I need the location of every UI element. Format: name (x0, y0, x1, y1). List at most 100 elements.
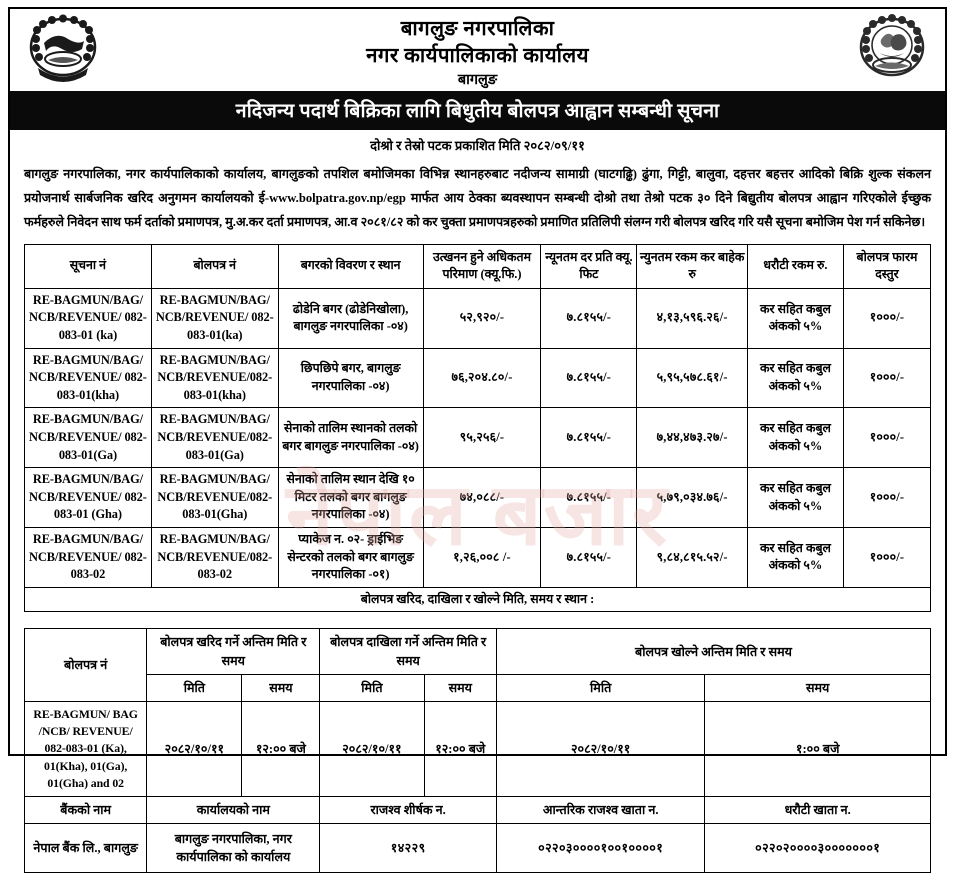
bank-header-row: बैंकको नाम कार्यालयको नाम राजश्व शीर्षक … (23, 795, 931, 824)
sub-open-date: मिति (495, 673, 706, 703)
paragraph-part-3: पटक ३० दिने बिद्युतीय बोलपत्र आह्वान गरि… (24, 191, 931, 230)
cell-min-amount: ५,७९,०३४.७६/- (636, 467, 748, 529)
letterhead-text: बागलुङ नगरपालिका नगर कार्यपालिकाको कार्य… (102, 13, 853, 91)
cell-form-fee: १०००/- (842, 467, 932, 529)
sched-col-open: बोलपत्र खोल्ने अन्तिम मिति र समय (495, 628, 932, 675)
table-row: RE-BAGMUN/BAG/ NCB/REVENUE/ 082-083-01(G… (24, 407, 932, 469)
col-quantity: उत्खनन हुने अधिकतम परिमाण (क्यू.फि.) (422, 243, 542, 289)
open-time-value: १:०० बजे (704, 701, 931, 797)
cell-description: सेनाको तालिम स्थानको तलको बगर बागलुङ नगर… (277, 407, 424, 469)
bank-values-row: नेपाल बैंक लि., बागलुङ बागलुङ नगरपालिका,… (23, 822, 931, 873)
purchase-date-value: २०८२/१०/११ (146, 701, 243, 797)
bank-col-revenue-head: राजश्व शीर्षक न. (319, 795, 497, 824)
nepal-government-emblem-icon (853, 13, 931, 87)
cell-description: सेनाको तालिम स्थान देखि १० मिटर तलको बगर… (277, 467, 424, 529)
cell-bid-no: RE-BAGMUN/BAG/ NCB/REVENUE/082- 083-01(G… (150, 467, 279, 529)
office-name-value: बागलुङ नगरपालिका, नगर कार्यपालिका को कार… (146, 822, 321, 873)
table-row: RE-BAGMUN/BAG/ NCB/REVENUE/ 082-083-01 (… (24, 287, 932, 349)
col-min-amount: न्युनतम रकम कर बाहेक रु (636, 243, 748, 289)
sub-purchase-date: मिति (146, 673, 243, 703)
cell-notice-no: RE-BAGMUN/BAG/ NCB/REVENUE/ 082-083-01(k… (24, 347, 152, 409)
schedule-band-label: बोलपत्र खरिद, दाखिला र खोल्ने मिति, समय … (24, 586, 931, 613)
eprocurement-url[interactable]: www.bolpatra.gov.np/egp (269, 191, 406, 206)
main-table-wrapper: सूचना नं बोलपत्र नं बगरको विवरण र स्थान … (10, 237, 945, 613)
cell-form-fee: १०००/- (842, 347, 932, 409)
cell-min-rate: ७.८१५५/- (540, 527, 638, 588)
cell-quantity: ७६,२०४.८०/- (422, 347, 542, 409)
col-notice-no: सूचना नं (24, 243, 152, 289)
cell-quantity: ५२,९२०/- (422, 287, 542, 349)
municipality-name: बागलुङ नगरपालिका (400, 18, 555, 40)
schedule-header-row: बोलपत्र नं बोलपत्र खरिद गर्ने अन्तिम मित… (23, 628, 932, 703)
paragraph-bold-phrase: दोश्रो तथा तेश्रो (594, 191, 665, 206)
schedule-values-row: RE-BAGMUN/ BAG /NCB/ REVENUE/ 082-083-01… (23, 701, 931, 797)
open-date-value: २०८२/१०/११ (495, 701, 706, 797)
sub-purchase-time: समय (241, 673, 321, 703)
schedule-band-row: बोलपत्र खरिद, दाखिला र खोल्ने मिति, समय … (24, 586, 931, 613)
col-description: बगरको विवरण र स्थान (277, 243, 424, 289)
cell-bid-no: RE-BAGMUN/BAG/ NCB/REVENUE/ 082-083-01(k… (150, 287, 279, 349)
cell-description: छिपछिपे बगर, बागलुङ नगरपालिका -०४) (277, 347, 424, 409)
cell-notice-no: RE-BAGMUN/BAG/ NCB/REVENUE/ 082-083-02 (24, 527, 152, 588)
cell-quantity: १,२६,००८ /- (422, 527, 542, 588)
tender-details-table: सूचना नं बोलपत्र नं बगरको विवरण र स्थान … (24, 243, 932, 613)
col-deposit: धरौटी रकम रु. (746, 243, 844, 289)
col-min-rate: न्यूनतम दर प्रति क्यू. फिट (540, 243, 638, 289)
cell-description: प्याकेज न. ०२- ड्राईभिङ सेन्टरको तलको बग… (277, 527, 424, 588)
cell-min-rate: ७.८१५५/- (540, 407, 638, 469)
schedule-table-wrapper: बोलपत्र नं बोलपत्र खरिद गर्ने अन्तिम मित… (10, 621, 945, 873)
deposit-acct-value: ०२२०२००००३०००००००१ (704, 822, 931, 873)
col-bid-no: बोलपत्र नं (150, 243, 279, 289)
cell-bid-no: RE-BAGMUN/BAG/ NCB/REVENUE/082- 083-01(G… (150, 407, 279, 469)
cell-min-amount: ४,१३,५९६.२६/- (636, 287, 748, 349)
cell-quantity: ७४,०८८/- (422, 467, 542, 529)
bank-name-value: नेपाल बैंक लि., बागलुङ (23, 822, 148, 873)
cell-form-fee: १०००/- (842, 287, 932, 349)
cell-notice-no: RE-BAGMUN/BAG/ NCB/REVENUE/ 082-083-01 (… (24, 467, 152, 529)
schedule-and-bank-table: बोलपत्र नं बोलपत्र खरिद गर्ने अन्तिम मित… (23, 628, 932, 873)
bank-col-name: बैंकको नाम (23, 795, 148, 824)
internal-revenue-acct-value: ०२२०३००००१००१००००१ (495, 822, 706, 873)
notice-title: नदिजन्य पदार्थ बिक्रिका लागि बिधुतीय बोल… (235, 101, 720, 122)
document-page: नेपाल बजार (8, 7, 947, 873)
cell-deposit: कर सहित कबुल अंकको ५% (746, 347, 844, 409)
sub-submit-date: मिति (319, 673, 425, 703)
table-header-row: सूचना नं बोलपत्र नं बगरको विवरण र स्थान … (24, 243, 932, 289)
cell-deposit: कर सहित कबुल अंकको ५% (746, 467, 844, 529)
col-form-fee: बोलपत्र फारम दस्तुर (842, 243, 932, 289)
cell-notice-no: RE-BAGMUN/BAG/ NCB/REVENUE/ 082-083-01 (… (24, 287, 152, 349)
sched-col-purchase: बोलपत्र खरिद गर्ने अन्तिम मिति र समय (146, 628, 321, 675)
cell-quantity: ९५,२५६/- (422, 407, 542, 469)
cell-form-fee: १०००/- (842, 527, 932, 588)
cell-min-rate: ७.८१५५/- (540, 287, 638, 349)
schedule-subheader-row: मिति समय मिति समय मिति समय (25, 673, 931, 703)
sub-submit-time: समय (423, 673, 497, 703)
office-name: नगर कार्यपालिकाको कार्यालय (366, 44, 589, 67)
cell-bid-no: RE-BAGMUN/BAG/ NCB/REVENUE/082- 083-02 (150, 527, 279, 588)
cell-min-rate: ७.८१५५/- (540, 347, 638, 409)
submit-time-value: १२:०० बजे (423, 701, 497, 797)
municipality-emblem-icon (24, 13, 102, 87)
cell-min-amount: ५,९५,५७८.६१/- (636, 347, 748, 409)
bank-col-internal-revenue-acct: आन्तरिक राजश्व खाता न. (495, 795, 706, 824)
paragraph-part-2: मार्फत आय ठेक्का ब्यवस्थापन सम्बन्धी (405, 191, 594, 206)
paragraph-part-1: बागलुङ नगरपालिका, नगर कार्यपालिकाको कार्… (24, 167, 931, 206)
submit-date-value: २०८२/१०/११ (319, 701, 425, 797)
sub-open-time: समय (704, 673, 931, 703)
table-row: RE-BAGMUN/BAG/ NCB/REVENUE/ 082-083-01(k… (24, 347, 932, 409)
document-frame: नेपाल बजार (8, 7, 947, 873)
cell-min-rate: ७.८१५५/- (540, 467, 638, 529)
notice-title-bar: नदिजन्य पदार्थ बिक्रिका लागि बिधुतीय बोल… (10, 91, 945, 130)
letterhead: बागलुङ नगरपालिका नगर कार्यपालिकाको कार्य… (10, 9, 945, 91)
table-row: RE-BAGMUN/BAG/ NCB/REVENUE/ 082-083-01 (… (24, 467, 932, 529)
cell-bid-no: RE-BAGMUN/BAG/ NCB/REVENUE/082- 083-01(k… (150, 347, 279, 409)
cell-deposit: कर सहित कबुल अंकको ५% (746, 527, 844, 588)
bank-col-deposit-acct: धरौटी खाता न. (704, 795, 931, 824)
purchase-time-value: १२:०० बजे (241, 701, 321, 797)
cell-min-amount: ९,८४,८१५.५२/- (636, 527, 748, 588)
sched-col-submit: बोलपत्र दाखिला गर्ने अन्तिम मिति र समय (319, 628, 497, 675)
cell-form-fee: १०००/- (842, 407, 932, 469)
cell-deposit: कर सहित कबुल अंकको ५% (746, 287, 844, 349)
notice-body-paragraph: बागलुङ नगरपालिका, नगर कार्यपालिकाको कार्… (10, 158, 945, 237)
cell-deposit: कर सहित कबुल अंकको ५% (746, 407, 844, 469)
